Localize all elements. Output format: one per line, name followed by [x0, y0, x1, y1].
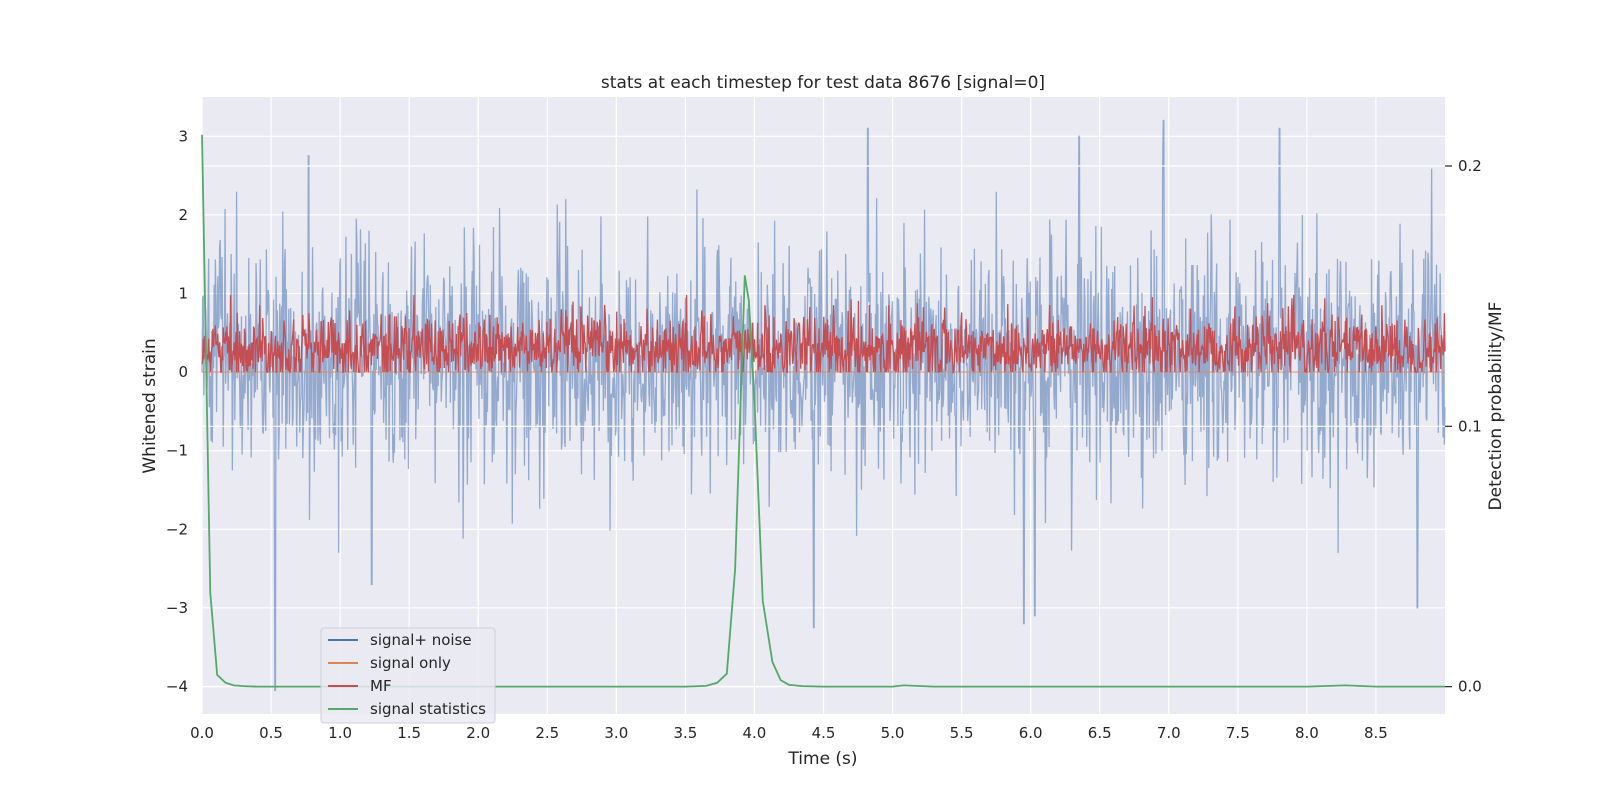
x-tick-label: 0.0 [190, 724, 214, 742]
right-y-tick-label: 0.2 [1458, 157, 1482, 175]
x-tick-label: 8.0 [1295, 724, 1319, 742]
y-tick-label: 2 [178, 206, 188, 224]
y-tick-label: −4 [166, 677, 188, 695]
legend-label: signal only [370, 654, 451, 672]
legend-item-signal-statistics: signal statistics [328, 700, 486, 718]
y-tick-label: 0 [178, 363, 188, 381]
series-signal-statistics-line [201, 134, 1445, 688]
y-tick-label: 1 [178, 284, 188, 302]
y-tick-label: −3 [166, 599, 188, 617]
legend-box [320, 627, 496, 724]
x-tick-label: 5.5 [950, 724, 974, 742]
right-y-tick-label: 0.0 [1458, 678, 1482, 696]
x-tick-label: 4.5 [812, 724, 836, 742]
legend-item-signal-only: signal only [328, 654, 451, 672]
x-tick-label: 6.5 [1088, 724, 1112, 742]
x-tick-label: 7.0 [1157, 724, 1181, 742]
x-tick-label: 4.0 [743, 724, 767, 742]
y-tick-label: 3 [178, 127, 188, 145]
chart-title: stats at each timestep for test data 867… [601, 73, 1045, 93]
y-axis-ticks: 3 2 1 0 −1 −2 −3 −4 [166, 127, 188, 695]
x-axis-ticks: 0.0 0.5 1.0 1.5 2.0 2.5 3.0 3.5 4.0 4.5 5.0 5.5 6.0 6… [190, 724, 1388, 742]
x-tick-label: 0.5 [259, 724, 283, 742]
x-tick-label: 2.0 [466, 724, 490, 742]
right-y-axis-ticks: 0.2 0.1 0.0 [1445, 157, 1482, 696]
right-y-tick-label: 0.1 [1458, 417, 1482, 435]
legend-label: signal+ noise [370, 631, 472, 649]
legend-label: MF [370, 677, 392, 695]
x-tick-label: 3.5 [673, 724, 697, 742]
x-tick-label: 7.5 [1226, 724, 1250, 742]
x-tick-label: 1.0 [328, 724, 352, 742]
x-tick-label: 6.0 [1019, 724, 1043, 742]
legend-item-signal-plus-noise: signal+ noise [328, 631, 472, 649]
x-tick-label: 3.0 [604, 724, 628, 742]
y-axis-label: Whitened strain [140, 338, 160, 473]
x-tick-label: 5.0 [881, 724, 905, 742]
series-mf-line [201, 295, 1446, 375]
legend: signal+ noise signal only MF signal stat… [320, 627, 496, 724]
x-axis-label: Time (s) [787, 749, 857, 769]
series-layer [201, 119, 1446, 692]
y-tick-label: −1 [166, 442, 188, 460]
x-tick-label: 1.5 [397, 724, 421, 742]
x-tick-label: 8.5 [1364, 724, 1388, 742]
x-tick-label: 2.5 [535, 724, 559, 742]
legend-label: signal statistics [370, 700, 486, 718]
legend-item-mf: MF [328, 677, 392, 695]
y-tick-label: −2 [166, 520, 188, 538]
right-y-axis-label: Detection probability/MF [1486, 302, 1506, 511]
